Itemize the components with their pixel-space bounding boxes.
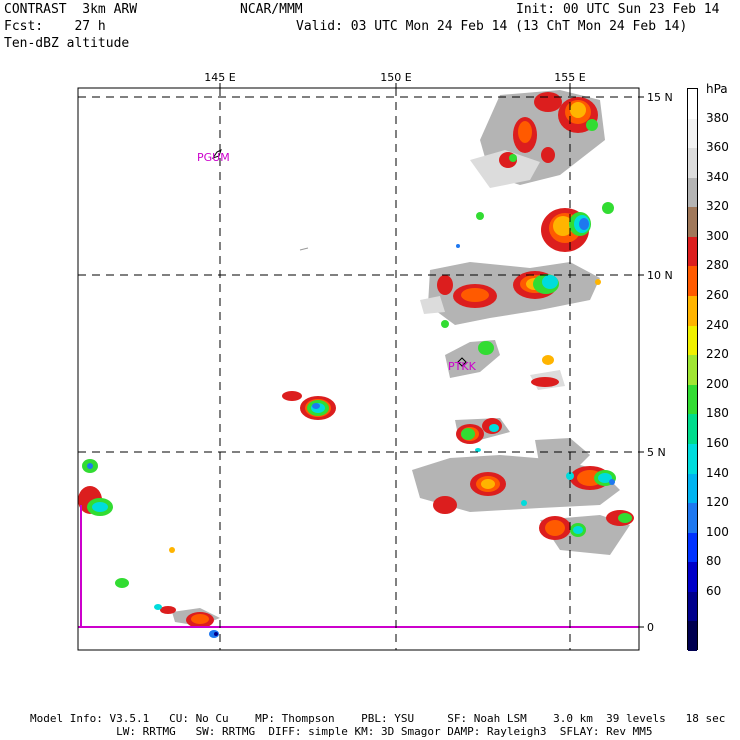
map-frame [77, 87, 640, 651]
radar-map: 145 E 150 E 155 E 15 N 10 N 5 N 0 PGUM P… [77, 71, 673, 651]
lat-label-15n: 15 N [647, 91, 673, 104]
lon-label-145: 145 E [204, 71, 235, 84]
lat-label-10n: 10 N [647, 269, 673, 282]
guam-island-outline [211, 149, 222, 159]
model-name: CONTRAST 3km ARW [4, 2, 138, 17]
station-label-pgum: PGUM [197, 151, 230, 164]
valid-time: Valid: 03 UTC Mon 24 Feb 14 (13 ChT Mon … [296, 19, 688, 34]
station-label-ptkk: PTKK [448, 360, 477, 373]
forecast-hour: Fcst: 27 h [4, 19, 106, 34]
lon-label-155: 155 E [554, 71, 585, 84]
footer-model-info: Model Info: V3.5.1 CU: No Cu MP: Thompso… [30, 712, 726, 725]
source-label: NCAR/MMM [240, 2, 303, 17]
lat-label-0: 0 [647, 621, 654, 634]
field-name: Ten-dBZ altitude [4, 36, 130, 51]
lat-label-5n: 5 N [647, 446, 666, 459]
lat-lon-grid [78, 88, 639, 650]
echo-field [78, 90, 639, 638]
lon-label-150: 150 E [380, 71, 411, 84]
footer-physics-info: LW: RRTMG SW: RRTMG DIFF: simple KM: 3D … [30, 725, 653, 738]
chuuk-island-outline [457, 357, 467, 367]
init-time: Init: 00 UTC Sun 23 Feb 14 [516, 2, 720, 17]
